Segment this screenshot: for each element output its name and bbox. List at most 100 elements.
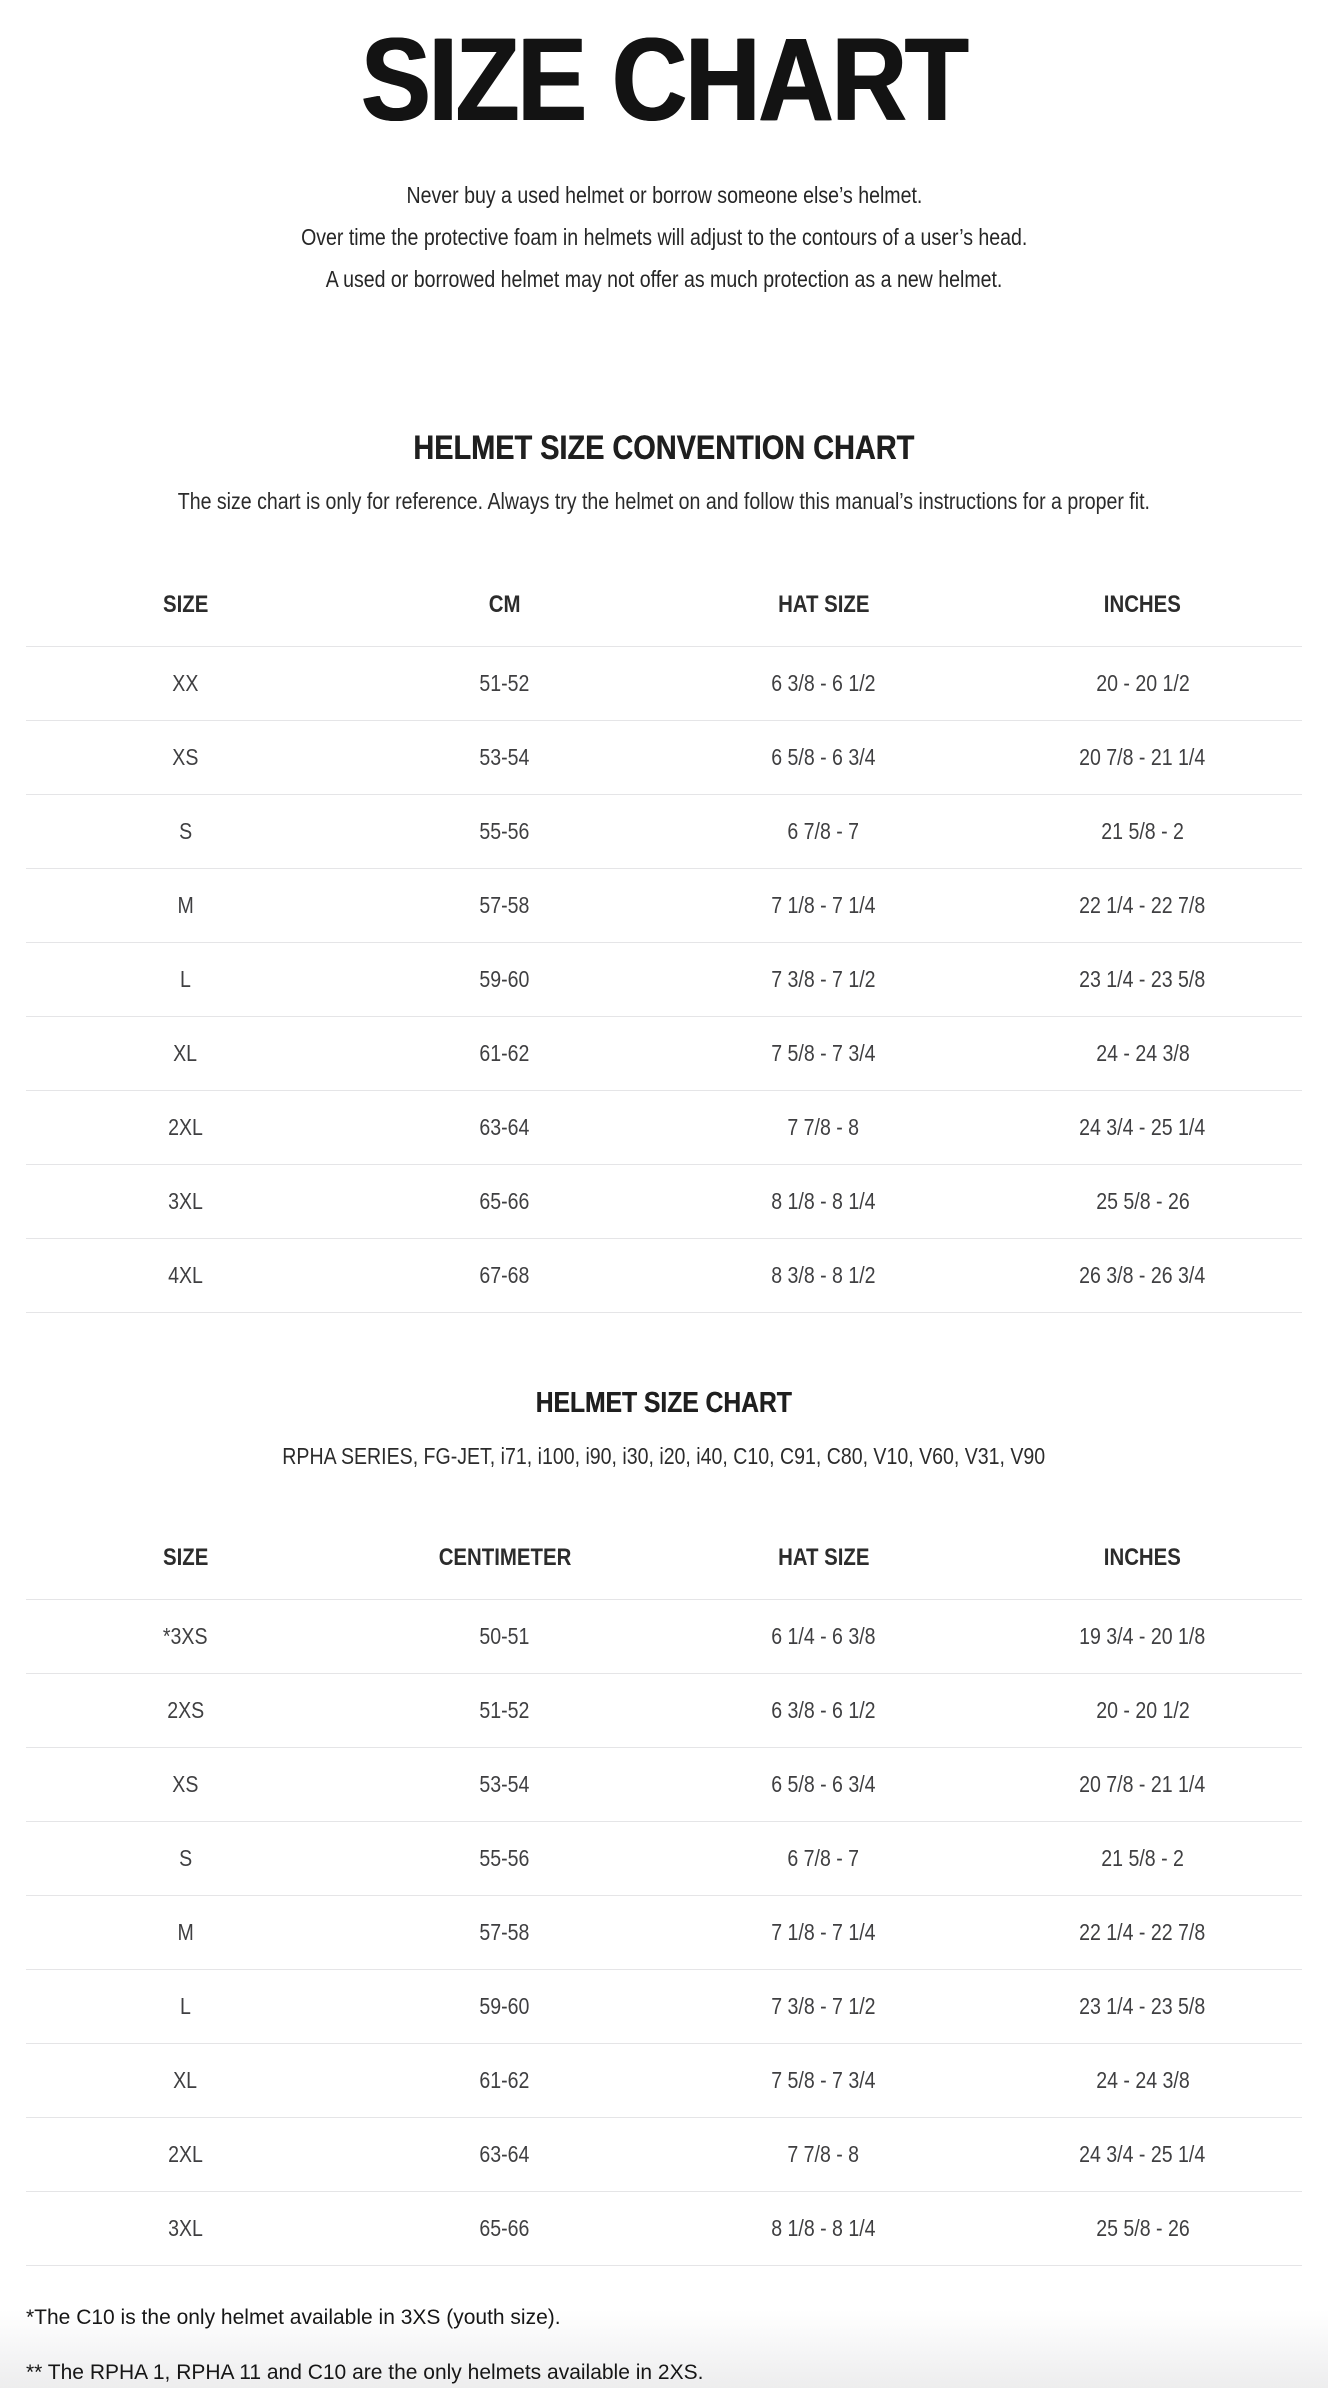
cm-cell-text: 53-54 bbox=[479, 744, 530, 770]
table-row: S 55-56 6 7/8 - 7 21 5/8 - 2 bbox=[26, 794, 1302, 868]
size-cell: 2XS bbox=[26, 1697, 345, 1724]
inches-cell-text: 23 1/4 - 23 5/8 bbox=[1079, 1993, 1206, 2019]
cm-cell-text: 53-54 bbox=[479, 1771, 530, 1797]
inches-cell-text: 24 3/4 - 25 1/4 bbox=[1079, 2141, 1206, 2167]
size-cell: M bbox=[26, 892, 345, 919]
cm-cell-text: 63-64 bbox=[479, 1114, 530, 1140]
footnotes: *The C10 is the only helmet available in… bbox=[26, 2304, 1302, 2387]
inches-cell: 24 - 24 3/8 bbox=[983, 1040, 1302, 1067]
inches-cell-text: 26 3/8 - 26 3/4 bbox=[1079, 1262, 1206, 1288]
inches-cell: 24 - 24 3/8 bbox=[983, 2067, 1302, 2094]
hat-size-cell-text: 7 7/8 - 8 bbox=[787, 2141, 860, 2167]
section-heading: HELMET SIZE CHART bbox=[26, 1383, 1302, 1423]
inches-cell: 20 - 20 1/2 bbox=[983, 1697, 1302, 1724]
table-row: S 55-56 6 7/8 - 7 21 5/8 - 2 bbox=[26, 1821, 1302, 1895]
hat-size-cell: 7 7/8 - 8 bbox=[664, 2141, 983, 2168]
convention-chart-section: HELMET SIZE CONVENTION CHART The size ch… bbox=[26, 426, 1302, 1313]
cm-cell: 53-54 bbox=[345, 744, 664, 771]
hat-size-cell: 6 7/8 - 7 bbox=[664, 818, 983, 845]
table-row: 2XL 63-64 7 7/8 - 8 24 3/4 - 25 1/4 bbox=[26, 1090, 1302, 1164]
size-cell-text: 3XL bbox=[168, 1188, 203, 1214]
size-cell-text: 2XL bbox=[168, 1114, 203, 1140]
table-body: XX 51-52 6 3/8 - 6 1/2 20 - 20 1/2 XS 53… bbox=[26, 646, 1302, 1312]
inches-cell-text: 24 3/4 - 25 1/4 bbox=[1079, 1114, 1206, 1140]
table-row: XL 61-62 7 5/8 - 7 3/4 24 - 24 3/8 bbox=[26, 1016, 1302, 1090]
size-cell-text: 2XS bbox=[167, 1697, 204, 1723]
size-cell-text: S bbox=[178, 818, 193, 844]
intro-line-text: A used or borrowed helmet may not offer … bbox=[325, 266, 1003, 292]
inches-cell-text: 23 1/4 - 23 5/8 bbox=[1079, 966, 1206, 992]
hat-size-cell: 6 7/8 - 7 bbox=[664, 1845, 983, 1872]
table-row: M 57-58 7 1/8 - 7 1/4 22 1/4 - 22 7/8 bbox=[26, 868, 1302, 942]
inches-cell: 26 3/8 - 26 3/4 bbox=[983, 1262, 1302, 1289]
size-cell-text: L bbox=[180, 966, 191, 992]
footnote-2xs: ** The RPHA 1, RPHA 11 and C10 are the o… bbox=[26, 2361, 704, 2384]
section-subheading-text: The size chart is only for reference. Al… bbox=[177, 488, 1151, 514]
section-subheading: RPHA SERIES, FG-JET, i71, i100, i90, i30… bbox=[26, 1439, 1302, 1473]
column-header-text: SIZE bbox=[162, 591, 209, 618]
inches-cell: 20 - 20 1/2 bbox=[983, 670, 1302, 697]
inches-cell-text: 24 - 24 3/8 bbox=[1095, 2067, 1190, 2093]
cm-cell-text: 50-51 bbox=[479, 1623, 530, 1649]
hat-size-cell-text: 7 7/8 - 8 bbox=[787, 1114, 860, 1140]
size-cell: S bbox=[26, 1845, 345, 1872]
cm-cell-text: 51-52 bbox=[479, 1697, 530, 1723]
size-cell-text: L bbox=[180, 1993, 191, 2019]
size-cell: 2XL bbox=[26, 1114, 345, 1141]
cm-cell-text: 51-52 bbox=[479, 670, 530, 696]
section-subheading: The size chart is only for reference. Al… bbox=[26, 484, 1302, 518]
inches-cell: 22 1/4 - 22 7/8 bbox=[983, 892, 1302, 919]
hat-size-cell: 7 5/8 - 7 3/4 bbox=[664, 1040, 983, 1067]
inches-cell: 22 1/4 - 22 7/8 bbox=[983, 1919, 1302, 1946]
cm-cell-text: 57-58 bbox=[479, 1919, 530, 1945]
hat-size-cell-text: 7 3/8 - 7 1/2 bbox=[771, 966, 876, 992]
cm-cell: 61-62 bbox=[345, 1040, 664, 1067]
column-header-text: INCHES bbox=[1103, 1544, 1182, 1571]
size-cell-text: XL bbox=[173, 2067, 198, 2093]
inches-cell: 24 3/4 - 25 1/4 bbox=[983, 2141, 1302, 2168]
cm-cell: 55-56 bbox=[345, 1845, 664, 1872]
intro-line: Over time the protective foam in helmets… bbox=[26, 216, 1302, 258]
column-header-text: HAT SIZE bbox=[777, 1544, 870, 1571]
intro-line: A used or borrowed helmet may not offer … bbox=[26, 258, 1302, 300]
intro-line: Never buy a used helmet or borrow someon… bbox=[26, 174, 1302, 216]
size-cell: L bbox=[26, 966, 345, 993]
hat-size-cell-text: 6 3/8 - 6 1/2 bbox=[771, 670, 876, 696]
size-cell-text: 3XL bbox=[168, 2215, 203, 2241]
size-cell: L bbox=[26, 1993, 345, 2020]
hat-size-cell: 6 3/8 - 6 1/2 bbox=[664, 670, 983, 697]
column-header-text: CENTIMETER bbox=[438, 1544, 571, 1571]
table-row: 3XL 65-66 8 1/8 - 8 1/4 25 5/8 - 26 bbox=[26, 2191, 1302, 2265]
size-cell: XS bbox=[26, 1771, 345, 1798]
cm-cell: 61-62 bbox=[345, 2067, 664, 2094]
hat-size-cell-text: 7 5/8 - 7 3/4 bbox=[771, 2067, 876, 2093]
hat-size-cell: 7 1/8 - 7 1/4 bbox=[664, 1919, 983, 1946]
size-cell: 4XL bbox=[26, 1262, 345, 1289]
cm-cell: 55-56 bbox=[345, 818, 664, 845]
column-header-hat-size: HAT SIZE bbox=[664, 1543, 983, 1573]
size-cell: XL bbox=[26, 1040, 345, 1067]
page-title: SIZE CHART bbox=[26, 21, 1302, 139]
inches-cell-text: 21 5/8 - 2 bbox=[1101, 1845, 1184, 1871]
cm-cell-text: 63-64 bbox=[479, 2141, 530, 2167]
hat-size-cell-text: 8 3/8 - 8 1/2 bbox=[771, 1262, 876, 1288]
inches-cell: 23 1/4 - 23 5/8 bbox=[983, 1993, 1302, 2020]
hat-size-cell: 7 3/8 - 7 1/2 bbox=[664, 966, 983, 993]
table-row: 2XL 63-64 7 7/8 - 8 24 3/4 - 25 1/4 bbox=[26, 2117, 1302, 2191]
hat-size-cell: 7 5/8 - 7 3/4 bbox=[664, 2067, 983, 2094]
hat-size-cell-text: 6 5/8 - 6 3/4 bbox=[771, 1771, 876, 1797]
table-row: 2XS 51-52 6 3/8 - 6 1/2 20 - 20 1/2 bbox=[26, 1673, 1302, 1747]
table-row: M 57-58 7 1/8 - 7 1/4 22 1/4 - 22 7/8 bbox=[26, 1895, 1302, 1969]
size-cell: XX bbox=[26, 670, 345, 697]
column-header-centimeter: CENTIMETER bbox=[345, 1543, 664, 1573]
table-row: XS 53-54 6 5/8 - 6 3/4 20 7/8 - 21 1/4 bbox=[26, 1747, 1302, 1821]
table-row: XL 61-62 7 5/8 - 7 3/4 24 - 24 3/8 bbox=[26, 2043, 1302, 2117]
cm-cell: 57-58 bbox=[345, 1919, 664, 1946]
inches-cell: 24 3/4 - 25 1/4 bbox=[983, 1114, 1302, 1141]
size-cell: S bbox=[26, 818, 345, 845]
column-header-size: SIZE bbox=[26, 590, 345, 620]
helmet-size-convention-table: SIZE CM HAT SIZE INCHES XX 51-52 6 3/8 -… bbox=[26, 590, 1302, 1313]
inches-cell-text: 24 - 24 3/8 bbox=[1095, 1040, 1190, 1066]
inches-cell: 25 5/8 - 26 bbox=[983, 1188, 1302, 1215]
